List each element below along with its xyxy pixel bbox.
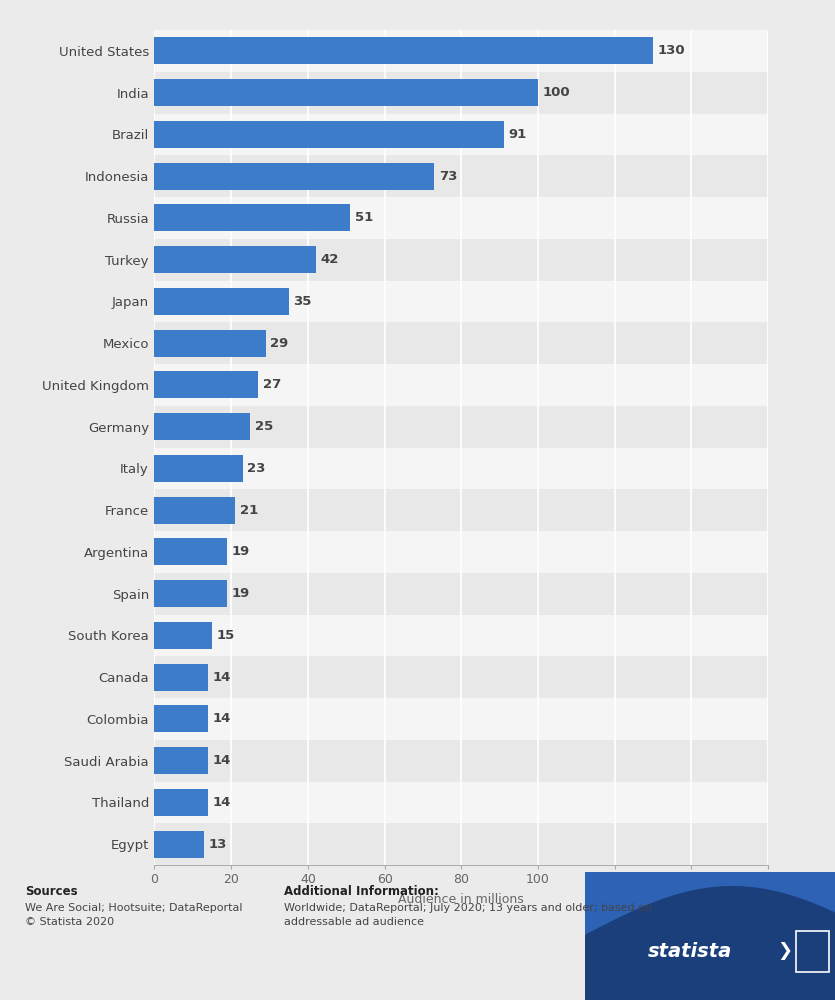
- Bar: [154, 455, 243, 482]
- Bar: [154, 364, 768, 406]
- Text: 73: 73: [439, 170, 458, 183]
- Bar: [154, 448, 768, 489]
- Bar: [154, 573, 768, 614]
- Text: Additional Information:: Additional Information:: [284, 885, 438, 898]
- Bar: [154, 497, 235, 524]
- Text: 21: 21: [240, 504, 258, 517]
- Bar: [154, 72, 768, 113]
- Text: 51: 51: [355, 211, 373, 224]
- Bar: [154, 622, 212, 649]
- Bar: [154, 155, 768, 197]
- Bar: [154, 79, 538, 106]
- Bar: [154, 239, 768, 280]
- Text: 91: 91: [509, 128, 526, 141]
- Text: 13: 13: [209, 838, 227, 851]
- Text: We Are Social; Hootsuite; DataReportal
© Statista 2020: We Are Social; Hootsuite; DataReportal ©…: [25, 903, 242, 927]
- Text: 27: 27: [263, 378, 281, 391]
- Text: 14: 14: [213, 796, 231, 809]
- Bar: [154, 204, 350, 231]
- Bar: [154, 538, 227, 565]
- X-axis label: Audience in millions: Audience in millions: [398, 893, 524, 906]
- Text: 23: 23: [247, 462, 266, 475]
- Bar: [154, 280, 768, 322]
- Bar: [154, 163, 434, 190]
- Bar: [154, 197, 768, 239]
- Text: Worldwide; DataReportal; July 2020; 13 years and older; based on
addressable ad : Worldwide; DataReportal; July 2020; 13 y…: [284, 903, 652, 927]
- Bar: [154, 831, 205, 858]
- Text: Sources: Sources: [25, 885, 78, 898]
- Bar: [154, 705, 208, 732]
- Text: 130: 130: [658, 44, 686, 57]
- Bar: [154, 580, 227, 607]
- Bar: [154, 113, 768, 155]
- Bar: [797, 931, 828, 972]
- Text: 42: 42: [320, 253, 338, 266]
- Text: 14: 14: [213, 754, 231, 767]
- Bar: [154, 698, 768, 740]
- Text: 29: 29: [271, 337, 289, 350]
- Text: 15: 15: [216, 629, 235, 642]
- Bar: [154, 371, 258, 398]
- Bar: [154, 823, 768, 865]
- Bar: [154, 121, 504, 148]
- Bar: [154, 740, 768, 782]
- Bar: [154, 30, 768, 72]
- Bar: [154, 789, 208, 816]
- Text: 19: 19: [232, 545, 250, 558]
- Bar: [154, 288, 289, 315]
- Text: 35: 35: [293, 295, 311, 308]
- Text: 100: 100: [543, 86, 570, 99]
- Text: statista: statista: [648, 942, 731, 961]
- Bar: [154, 37, 653, 64]
- Bar: [154, 413, 250, 440]
- Text: 14: 14: [213, 671, 231, 684]
- Bar: [154, 246, 316, 273]
- Bar: [154, 489, 768, 531]
- Bar: [154, 782, 768, 823]
- Text: 25: 25: [255, 420, 273, 433]
- Bar: [154, 747, 208, 774]
- Bar: [154, 614, 768, 656]
- Bar: [154, 664, 208, 691]
- Polygon shape: [584, 872, 835, 1000]
- Bar: [154, 656, 768, 698]
- Bar: [154, 531, 768, 573]
- Bar: [154, 322, 768, 364]
- Text: 14: 14: [213, 712, 231, 725]
- Bar: [154, 406, 768, 448]
- Text: ❯: ❯: [777, 942, 792, 960]
- Text: 19: 19: [232, 587, 250, 600]
- Bar: [154, 330, 266, 357]
